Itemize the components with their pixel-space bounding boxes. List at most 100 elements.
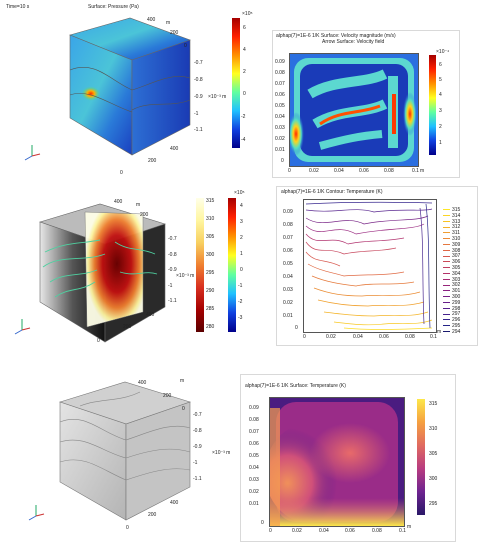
x-unit: m bbox=[420, 168, 425, 174]
legend-swatch bbox=[443, 243, 450, 245]
x-tick: 0.06 bbox=[379, 334, 389, 340]
pressure-3d-panel[interactable]: Time=10 s Surface: Pressure (Pa) 400 200… bbox=[0, 0, 268, 178]
temperature-surface-panel[interactable]: alphap(7)=1E-6 1/K Surface: Temperature … bbox=[240, 374, 456, 542]
x-tick: 200 bbox=[148, 512, 157, 518]
colorbar-tick: -2 bbox=[241, 114, 246, 120]
x-tick: 0.06 bbox=[359, 168, 369, 174]
legend-item: 303 bbox=[443, 277, 460, 283]
y-tick: 400 bbox=[114, 199, 123, 205]
time-label: Time=10 s bbox=[6, 4, 30, 10]
colorbar-exponent: ×10⁵ bbox=[242, 11, 253, 17]
y-tick: 0.07 bbox=[249, 429, 259, 435]
axis-unit: m bbox=[166, 20, 171, 26]
x-tick: 200 bbox=[148, 158, 157, 164]
legend-swatch bbox=[443, 226, 450, 228]
y-tick: 0 bbox=[261, 520, 264, 526]
axis-triad-icon bbox=[24, 145, 41, 161]
pressure-3d-plot[interactable] bbox=[50, 0, 250, 178]
colorbar-tick: 4 bbox=[439, 92, 442, 98]
y-tick: 0.02 bbox=[283, 300, 293, 306]
x-tick: 0 bbox=[288, 168, 291, 174]
z-tick: -0.7 bbox=[193, 412, 202, 418]
contour-legend: 315 314 313 312 311 310 309 308 307 306 305 304 303 3… bbox=[443, 207, 475, 337]
colorbar-tick: 285 bbox=[206, 306, 215, 312]
x-tick: 0.02 bbox=[326, 334, 336, 340]
temperature-surface-plot-area[interactable] bbox=[269, 397, 405, 527]
z-exponent: ×10⁻³ m bbox=[208, 94, 227, 100]
y-tick: 0 bbox=[295, 325, 298, 331]
velocity-plot-area[interactable] bbox=[289, 53, 419, 167]
legend-swatch bbox=[443, 301, 450, 303]
contour-panel[interactable]: alphap(7)=1E-6 1/K Contour: Temperature … bbox=[276, 186, 478, 346]
legend-swatch bbox=[443, 307, 450, 309]
temperature-3d-plot[interactable] bbox=[25, 182, 200, 352]
colorbar-tick: 295 bbox=[429, 501, 438, 507]
legend-item: 304 bbox=[443, 271, 460, 277]
mesh-3d-panel[interactable]: 400 200 0 m -0.7 -0.8 -0.9 ×10⁻³ m -1 -1… bbox=[0, 362, 268, 542]
legend-item: 314 bbox=[443, 213, 460, 219]
colorbar-exponent: ×10⁻⁴ bbox=[436, 49, 450, 55]
y-tick: 200 bbox=[163, 393, 172, 399]
y-tick: 0.03 bbox=[275, 125, 285, 131]
colorbar-tick: 2 bbox=[243, 69, 246, 75]
colorbar-tick: 315 bbox=[206, 198, 215, 204]
colorbar-tick: 310 bbox=[429, 426, 438, 432]
mesh-3d-plot[interactable] bbox=[40, 362, 240, 542]
legend-item: 296 bbox=[443, 317, 460, 323]
x-unit: m bbox=[437, 329, 442, 335]
velocity-panel[interactable]: alphap(7)=1E-6 1/K Surface: Velocity mag… bbox=[272, 30, 460, 178]
legend-swatch bbox=[443, 220, 450, 222]
axis-triad-icon bbox=[28, 505, 45, 521]
colorbar-tick: 5 bbox=[439, 77, 442, 83]
x-tick: 0 bbox=[120, 170, 123, 176]
legend-item: 309 bbox=[443, 242, 460, 248]
x-tick: 0.1 bbox=[399, 528, 406, 534]
legend-label: 304 bbox=[452, 270, 461, 277]
x-tick: 0.02 bbox=[292, 528, 302, 534]
z-exponent: ×10⁻³ m bbox=[176, 273, 195, 279]
temperature-3d-panel[interactable]: 400 200 0 m -0.7 -0.8 -0.9 ×10⁻³ m -1 -1… bbox=[0, 182, 270, 352]
colorbar-tick: 1 bbox=[240, 251, 243, 257]
legend-swatch bbox=[443, 214, 450, 216]
colorbar-tick: 1 bbox=[439, 140, 442, 146]
z-tick: -1 bbox=[193, 460, 198, 466]
legend-swatch bbox=[443, 284, 450, 286]
legend-label: 296 bbox=[452, 317, 461, 324]
legend-swatch bbox=[443, 330, 450, 332]
y-tick: 0 bbox=[281, 158, 284, 164]
x-tick: 0.1 bbox=[430, 334, 437, 340]
y-tick: 0.01 bbox=[249, 501, 259, 507]
y-tick: 200 bbox=[170, 30, 179, 36]
z-tick: -1.1 bbox=[194, 127, 203, 133]
legend-label: 303 bbox=[452, 276, 461, 283]
legend-swatch bbox=[443, 319, 450, 321]
legend-swatch bbox=[443, 272, 450, 274]
axis-unit: m bbox=[180, 378, 185, 384]
colorbar-tick: 6 bbox=[243, 25, 246, 31]
legend-label: 313 bbox=[452, 218, 461, 225]
x-tick: 400 bbox=[170, 500, 179, 506]
plot-title: alphap(7)=1E-6 1/K Surface: Velocity mag… bbox=[276, 33, 396, 39]
legend-item: 313 bbox=[443, 219, 460, 225]
legend-swatch bbox=[443, 249, 450, 251]
y-tick: 0 bbox=[184, 43, 187, 49]
x-tick: 400 bbox=[170, 146, 179, 152]
y-tick: 0.08 bbox=[275, 70, 285, 76]
legend-item: 301 bbox=[443, 288, 460, 294]
legend-label: 314 bbox=[452, 212, 461, 219]
legend-swatch bbox=[443, 296, 450, 298]
contour-plot-area[interactable] bbox=[303, 199, 437, 333]
legend-label: 307 bbox=[452, 253, 461, 260]
pressure-colorbar bbox=[232, 18, 240, 148]
colorbar-tick: -1 bbox=[238, 283, 243, 289]
y-tick: 0 bbox=[182, 406, 185, 412]
legend-item: 300 bbox=[443, 294, 460, 300]
legend-swatch bbox=[443, 278, 450, 280]
plot-title: alphap(7)=1E-6 1/K Contour: Temperature … bbox=[281, 189, 383, 195]
axis-triad-icon bbox=[14, 319, 31, 335]
z-tick: -0.7 bbox=[168, 236, 177, 242]
x-tick: 0.08 bbox=[372, 528, 382, 534]
x-tick: 0.08 bbox=[384, 168, 394, 174]
legend-item: 305 bbox=[443, 265, 460, 271]
y-tick: 0.07 bbox=[275, 81, 285, 87]
